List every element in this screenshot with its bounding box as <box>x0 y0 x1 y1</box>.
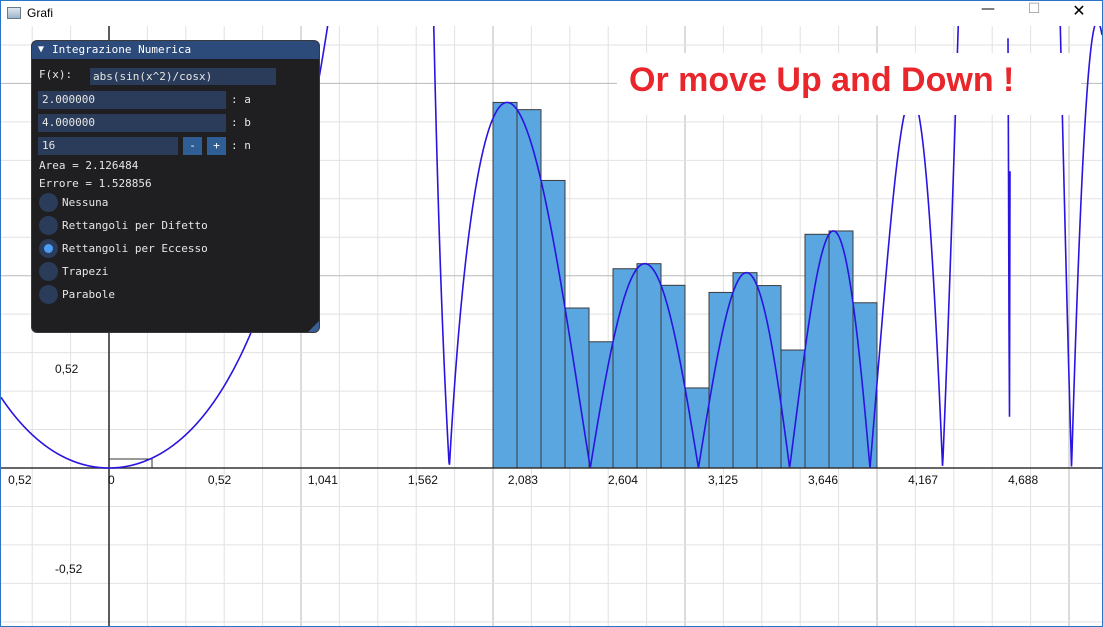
function-label: F(x): <box>39 68 72 81</box>
x-tick-label: 4,688 <box>1008 473 1038 487</box>
collapse-arrow-icon[interactable]: ▼ <box>38 44 44 55</box>
title-bar[interactable]: Grafi — ☐ ✕ <box>1 1 1102 26</box>
radio-trapezi[interactable] <box>39 262 58 281</box>
x-tick-label: 4,167 <box>908 473 938 487</box>
method-label: Rettangoli per Eccesso <box>62 242 208 255</box>
n-decrement-button[interactable]: - <box>183 137 202 155</box>
hint-banner: Or move Up and Down ! <box>617 53 1081 115</box>
area-result: Area = 2.126484 <box>39 159 138 172</box>
integration-bar <box>805 234 829 468</box>
function-input[interactable]: abs(sin(x^2)/cosx) <box>90 68 276 85</box>
method-label: Nessuna <box>62 196 108 209</box>
y-tick-label: -0,52 <box>55 562 83 576</box>
x-tick-label: 3,125 <box>708 473 738 487</box>
a-input[interactable]: 2.000000 <box>38 91 226 109</box>
x-tick-label: 2,083 <box>508 473 538 487</box>
hint-text: Or move Up and Down ! <box>629 61 1014 100</box>
n-increment-button[interactable]: + <box>207 137 226 155</box>
panel-header[interactable]: ▼ Integrazione Numerica <box>32 41 319 59</box>
x-tick-label: 0 <box>108 473 115 487</box>
integration-bar <box>829 231 853 468</box>
error-result: Errore = 1.528856 <box>39 177 152 190</box>
app-icon <box>7 7 21 19</box>
b-input[interactable]: 4.000000 <box>38 114 226 132</box>
a-label: : a <box>231 93 251 106</box>
maximize-button[interactable]: ☐ <box>1011 1 1057 26</box>
integration-bar <box>493 102 517 468</box>
y-tick-label: 0,52 <box>55 362 79 376</box>
n-label: : n <box>231 139 251 152</box>
integration-bar <box>613 269 637 468</box>
close-button[interactable]: ✕ <box>1056 1 1102 26</box>
minimize-button[interactable]: — <box>965 1 1011 26</box>
integration-panel[interactable]: ▼ Integrazione Numerica F(x): abs(sin(x^… <box>31 40 320 333</box>
x-tick-label: 0,52 <box>208 473 232 487</box>
panel-title: Integrazione Numerica <box>52 43 191 56</box>
x-tick-label: 2,604 <box>608 473 638 487</box>
integration-bar <box>733 273 757 468</box>
n-input[interactable]: 16 <box>38 137 178 155</box>
x-tick-label: 1,041 <box>308 473 338 487</box>
x-tick-label: 0,52 <box>8 473 32 487</box>
integration-bar <box>781 350 805 468</box>
radio-parabole[interactable] <box>39 285 58 304</box>
method-label: Trapezi <box>62 265 108 278</box>
x-tick-label: 3,646 <box>808 473 838 487</box>
window-title: Grafi <box>27 6 53 20</box>
method-label: Parabole <box>62 288 115 301</box>
radio-rettangoli-eccesso[interactable] <box>39 239 58 258</box>
resize-grip-icon[interactable] <box>308 321 319 332</box>
integration-bar <box>541 180 565 468</box>
b-label: : b <box>231 116 251 129</box>
method-label: Rettangoli per Difetto <box>62 219 208 232</box>
integration-bar <box>661 285 685 468</box>
integration-bar <box>637 264 661 468</box>
radio-rettangoli-difetto[interactable] <box>39 216 58 235</box>
x-tick-label: 1,562 <box>408 473 438 487</box>
radio-nessuna[interactable] <box>39 193 58 212</box>
